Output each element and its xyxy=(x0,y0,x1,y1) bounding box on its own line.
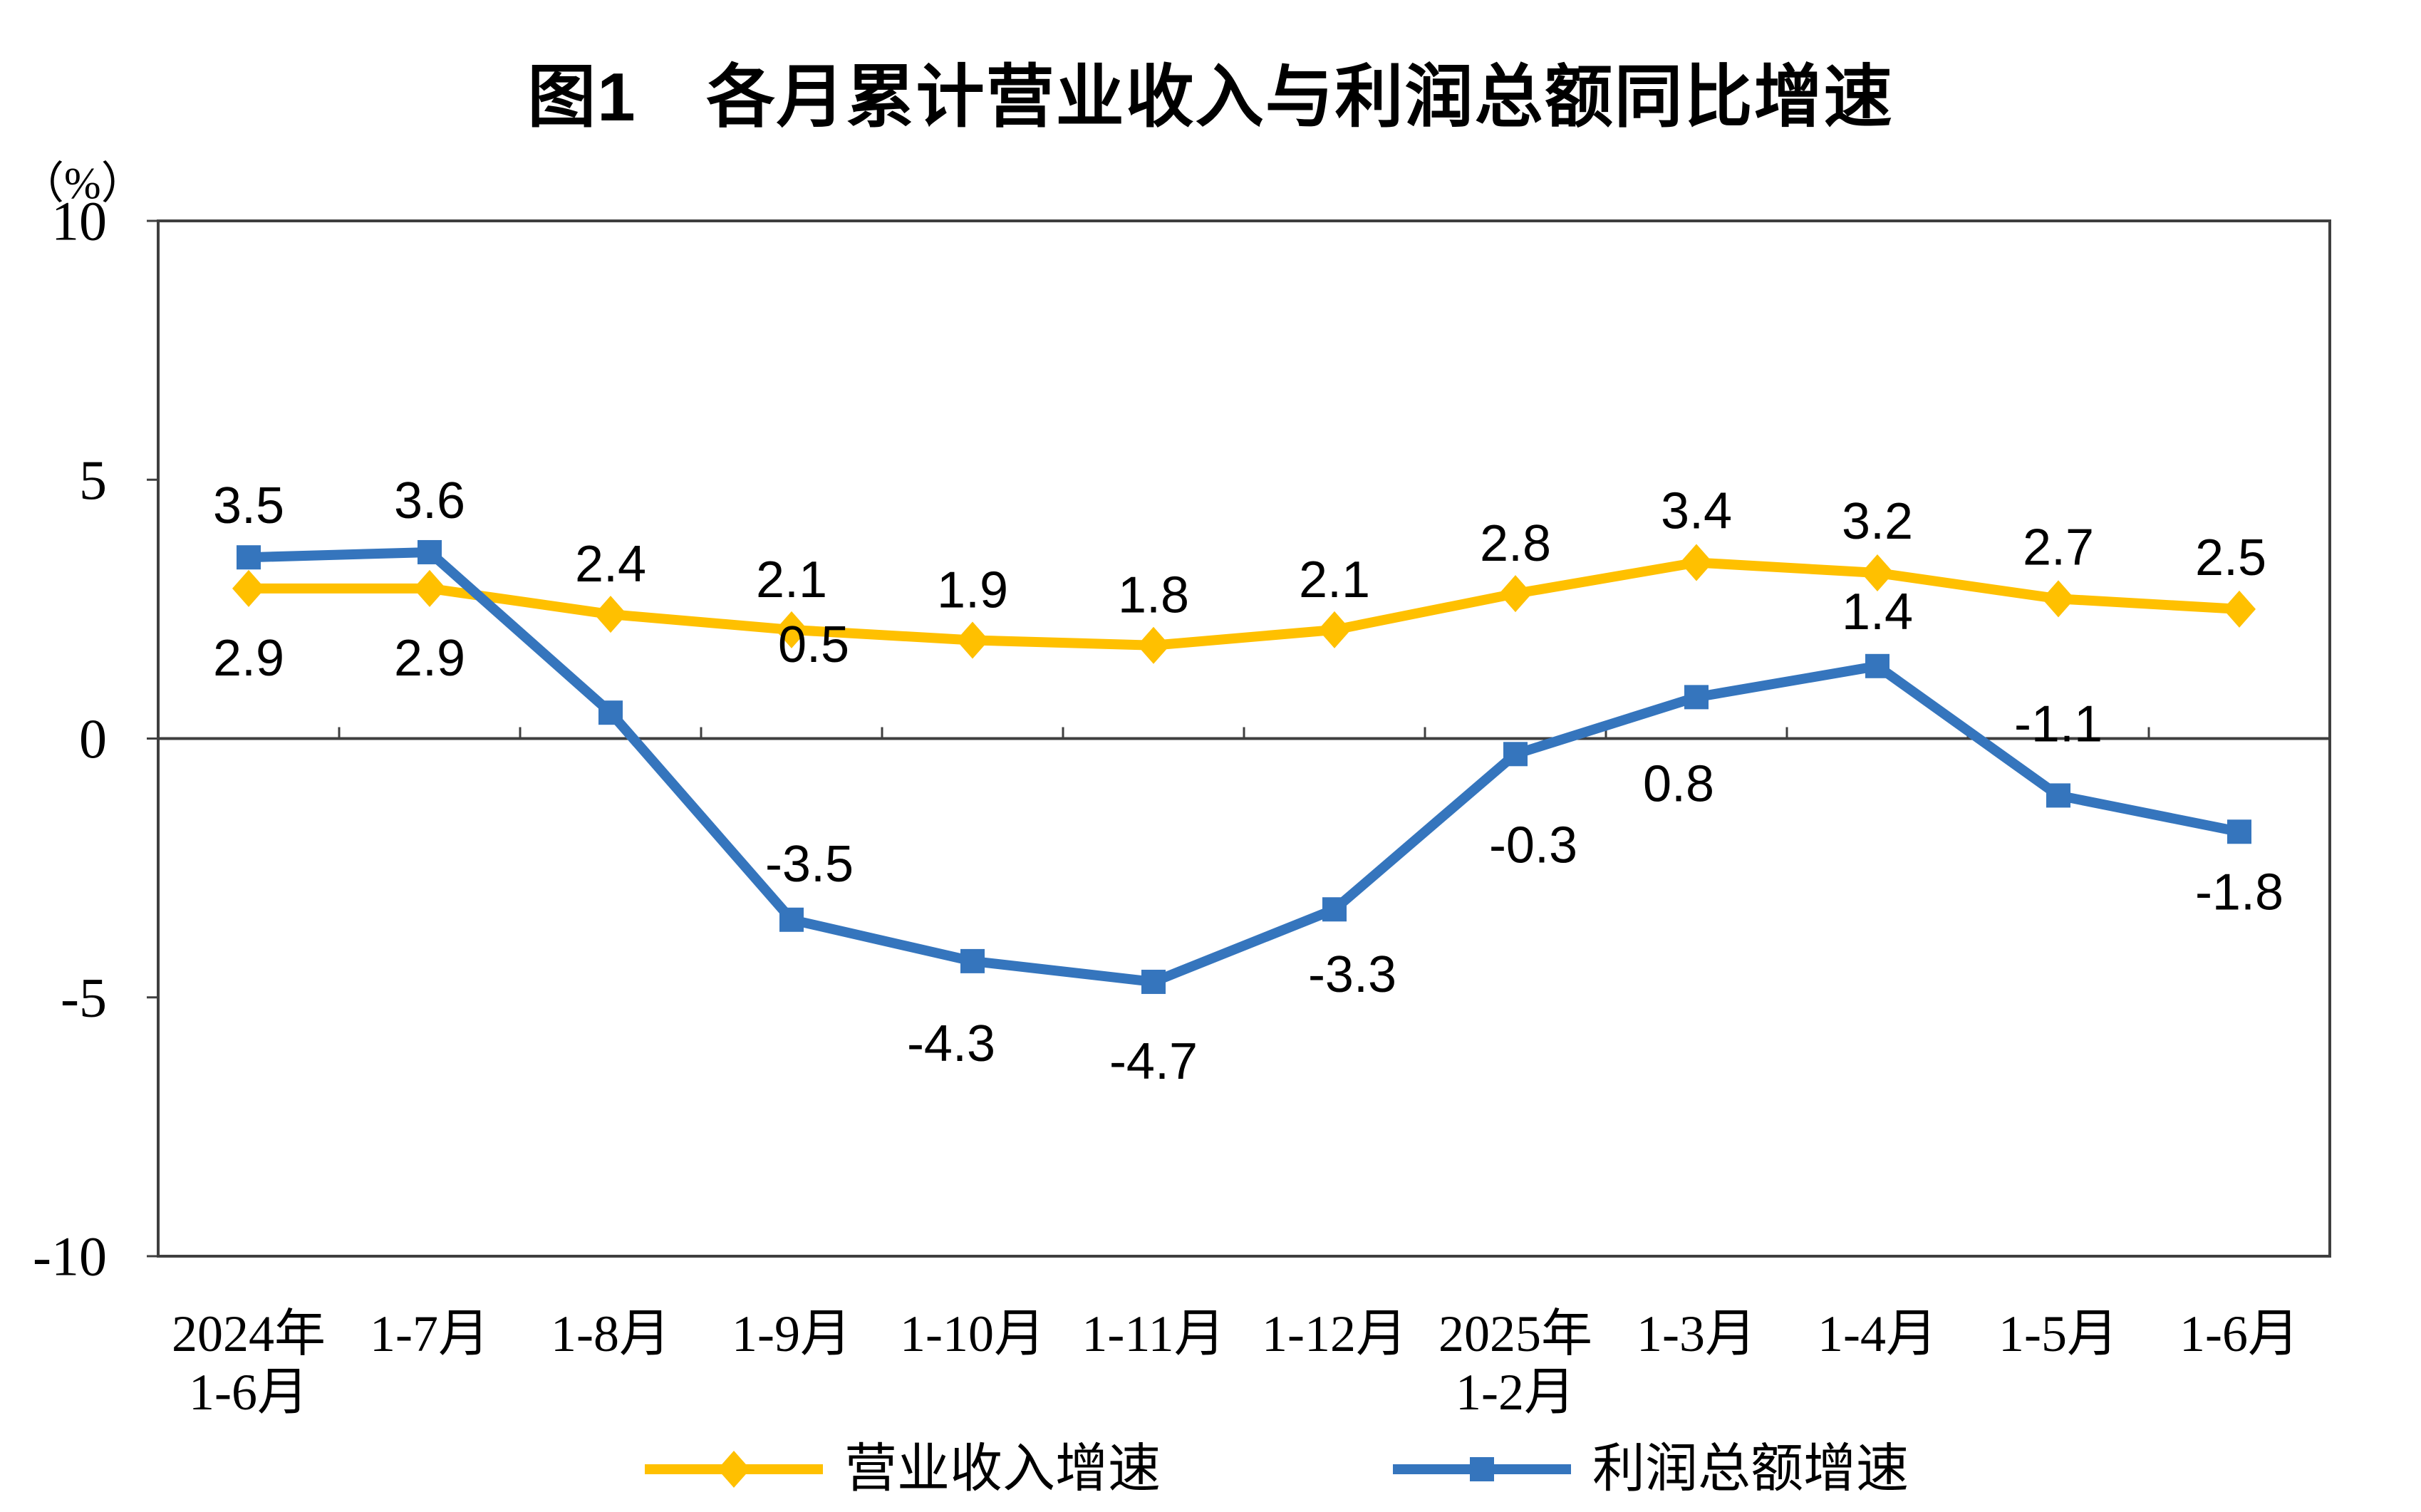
series-1-marker xyxy=(1684,685,1709,710)
series-0-marker xyxy=(2223,590,2256,628)
data-label: 2.9 xyxy=(213,630,284,687)
series-1-marker xyxy=(1322,897,1347,922)
x-axis-category-label: 1-12月 xyxy=(1262,1305,1407,1362)
chart-title: 图1 各月累计营业收入与利润总额同比增速 xyxy=(527,59,1894,135)
series-1-marker xyxy=(1141,969,1166,994)
y-axis-tick-label: -10 xyxy=(33,1226,107,1288)
data-label: 3.5 xyxy=(213,477,284,534)
legend-marker-square-icon xyxy=(1470,1457,1494,1481)
data-label: -1.1 xyxy=(2014,695,2103,752)
x-axis-category-label: 1-6月 xyxy=(2179,1305,2299,1362)
legend-label: 营业收入增速 xyxy=(844,1440,1161,1498)
y-axis-tick-label: 0 xyxy=(79,708,107,770)
data-label: 3.2 xyxy=(1842,493,1913,550)
x-axis-category-label: 1-9月 xyxy=(732,1305,851,1362)
x-axis-category-label: 1-2月 xyxy=(1456,1364,1575,1421)
data-label: 1.4 xyxy=(1842,584,1913,641)
legend-marker-diamond-icon xyxy=(717,1451,750,1488)
series-0-marker xyxy=(775,611,808,648)
data-label: 2.9 xyxy=(394,630,465,687)
series-1-marker xyxy=(1503,742,1528,767)
series-0-marker xyxy=(594,596,627,633)
data-label: 2.5 xyxy=(2195,529,2266,586)
series-0-marker xyxy=(1861,554,1894,592)
series-0-marker xyxy=(413,569,446,607)
data-label: -4.3 xyxy=(907,1015,995,1072)
legend-label: 利润总额增速 xyxy=(1592,1440,1909,1498)
data-label: 2.7 xyxy=(2023,519,2094,576)
data-label: 3.6 xyxy=(394,472,465,529)
series-1-marker xyxy=(1865,653,1889,678)
series-0-line xyxy=(244,557,2244,651)
series-0-marker xyxy=(1499,575,1532,613)
series-1-marker xyxy=(779,907,804,932)
x-axis-category-label: 1-6月 xyxy=(189,1364,309,1421)
data-label: -4.7 xyxy=(1109,1033,1198,1090)
data-label: -0.3 xyxy=(1489,817,1577,874)
series-1-marker xyxy=(598,700,623,725)
data-label: 0.5 xyxy=(778,616,849,673)
y-axis-tick-label: 10 xyxy=(51,190,107,252)
series-1-marker xyxy=(237,545,261,570)
data-label: -3.5 xyxy=(765,836,854,893)
x-axis-category-label: 1-11月 xyxy=(1082,1305,1225,1362)
series-1-line xyxy=(244,547,2244,987)
data-label: 1.8 xyxy=(1118,567,1189,624)
y-axis-tick-label: 5 xyxy=(79,449,107,511)
data-label: 2.4 xyxy=(575,536,646,593)
series-0-marker xyxy=(956,621,989,659)
data-label: 2.1 xyxy=(756,552,827,609)
x-axis-category-label: 1-4月 xyxy=(1818,1305,1937,1362)
series-0-marker xyxy=(1680,544,1713,581)
series-1-marker xyxy=(960,948,985,973)
series-1-marker xyxy=(2227,819,2251,844)
y-axis-unit-label: （%） xyxy=(20,160,145,208)
x-axis-category-label: 2024年 xyxy=(172,1305,326,1362)
series-0-marker xyxy=(1318,611,1351,648)
series-1-marker xyxy=(2046,783,2070,808)
x-axis-category-label: 1-10月 xyxy=(900,1305,1045,1362)
data-label: 1.9 xyxy=(937,561,1008,618)
y-axis-tick-label: -5 xyxy=(61,966,107,1028)
x-axis-category-label: 1-8月 xyxy=(551,1305,670,1362)
data-label: 3.4 xyxy=(1661,482,1732,539)
series-0-marker xyxy=(1137,626,1170,664)
x-axis-category-label: 1-3月 xyxy=(1637,1305,1756,1362)
data-label: 0.8 xyxy=(1643,755,1714,812)
data-label: -1.8 xyxy=(2195,864,2283,921)
x-axis-category-label: 2025年 xyxy=(1438,1305,1592,1362)
series-0-marker xyxy=(232,569,265,607)
data-label: 2.8 xyxy=(1480,515,1551,572)
data-label: -3.3 xyxy=(1308,946,1396,1003)
series-0-marker xyxy=(2042,580,2075,618)
x-axis-category-label: 1-5月 xyxy=(1999,1305,2118,1362)
x-axis-category-label: 1-7月 xyxy=(370,1305,489,1362)
data-label: 2.1 xyxy=(1299,552,1370,609)
series-1-marker xyxy=(418,539,442,564)
